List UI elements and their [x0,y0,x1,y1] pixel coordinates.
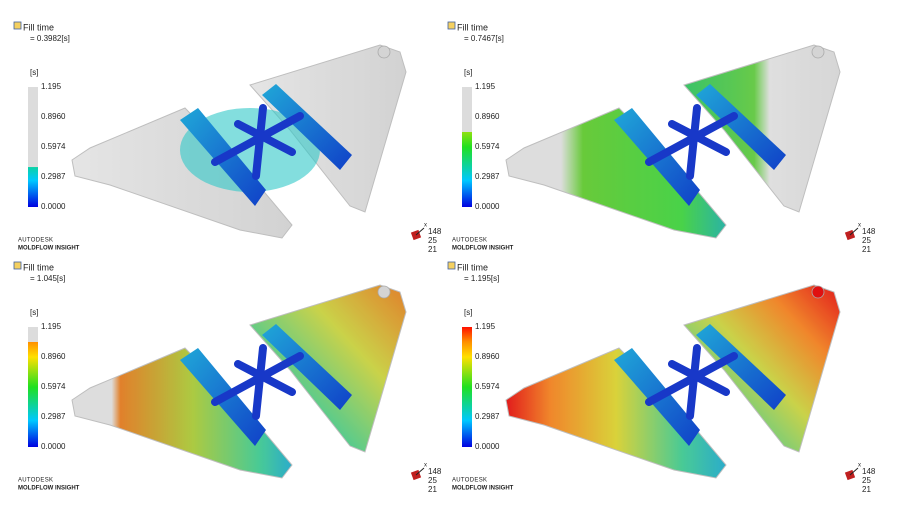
result-panel: Fill time = 1.195[s] [s]1.195 0.8960 0.5974 0… [447,261,876,494]
product: MOLDFLOW INSIGHT [18,486,80,492]
legend-label: 0.8960 [475,112,500,121]
legend-bar [462,87,472,207]
triad-axis-label: x [424,223,427,229]
legend-bar-unfilled [28,327,38,342]
runner [234,120,296,156]
triad-axis [415,467,425,476]
legend-label: 0.8960 [41,352,66,361]
legend-label: 0.2987 [41,412,66,421]
legend-label: 0.8960 [41,112,66,121]
legend-label: 0.2987 [475,412,500,421]
legend-label: 0.8960 [475,352,500,361]
result-title: Fill time [457,22,488,32]
triad-value: 21 [428,245,437,254]
sprue [811,285,825,299]
legend-unit: [s] [30,68,38,77]
legend-label: 0.2987 [41,172,66,181]
product: MOLDFLOW INSIGHT [452,246,514,252]
sprue [811,45,825,59]
legend-label: 1.195 [41,322,62,331]
triad-axis-label: x [858,223,861,229]
triad-value: 148 [428,227,442,236]
part-plate [71,347,293,479]
result-time: = 1.195[s] [464,274,499,283]
triad-value: 148 [862,467,876,476]
result-title: Fill time [457,262,488,272]
runner [252,344,267,420]
result-panel: Fill time = 0.3982[s] [s]1.195 0.8960 0.5974… [13,21,442,254]
triad-value: 25 [428,236,437,245]
legend-label: 1.195 [41,82,62,91]
result-icon [13,261,22,270]
triad-value: 148 [862,227,876,236]
legend-label: 0.2987 [475,172,500,181]
triad-axis-label: x [424,463,427,469]
triad-value: 25 [428,476,437,485]
part-plate [505,347,727,479]
result-icon [447,261,456,270]
legend-label: 0.5974 [475,382,500,391]
sprue [377,285,391,299]
legend-unit: [s] [464,68,472,77]
triad-axis [849,227,859,236]
legend-label: 0.0000 [475,202,500,211]
product: MOLDFLOW INSIGHT [18,246,80,252]
insert-wall [262,84,352,170]
insert-wall [696,324,786,410]
runner [686,104,701,180]
triad-axis [415,227,425,236]
legend-label: 0.5974 [41,142,66,151]
part-plate [71,107,293,239]
brand: AUTODESK [452,238,487,244]
runner [668,120,730,156]
legend-label: 0.5974 [41,382,66,391]
triad-value: 21 [428,485,437,494]
brand: AUTODESK [18,238,53,244]
triad-value: 21 [862,245,871,254]
result-icon [13,21,22,30]
part-plate [505,107,727,239]
brand: AUTODESK [452,478,487,484]
insert-wall [262,324,352,410]
legend-unit: [s] [464,308,472,317]
insert-wall [696,84,786,170]
triad-value: 21 [862,485,871,494]
legend-bar [28,327,38,447]
result-title: Fill time [23,22,54,32]
legend-label: 0.0000 [475,442,500,451]
triad-axis [849,467,859,476]
legend-bar-unfilled [462,87,472,132]
brand: AUTODESK [18,478,53,484]
legend-label: 1.195 [475,82,496,91]
triad-value: 148 [428,467,442,476]
result-panel: Fill time = 0.7467[s] [s]1.195 0.8960 0.5974… [447,21,876,254]
result-panel: Fill time = 1.045[s] [s]1.195 0.8960 0.5974 0… [13,261,442,494]
result-time: = 0.7467[s] [464,34,504,43]
legend-bar-unfilled [28,87,38,168]
sprue [377,45,391,59]
runner [686,344,701,420]
legend-label: 0.0000 [41,202,66,211]
product: MOLDFLOW INSIGHT [452,486,514,492]
runner [252,104,267,180]
triad-axis-label: x [858,463,861,469]
runner [668,360,730,396]
legend-label: 1.195 [475,322,496,331]
legend-label: 0.5974 [475,142,500,151]
triad-value: 25 [862,476,871,485]
result-icon [447,21,456,30]
legend-bar [462,327,472,447]
runner [234,360,296,396]
triad-value: 25 [862,236,871,245]
result-time: = 1.045[s] [30,274,65,283]
result-time: = 0.3982[s] [30,34,70,43]
legend-unit: [s] [30,308,38,317]
legend-label: 0.0000 [41,442,66,451]
result-title: Fill time [23,262,54,272]
